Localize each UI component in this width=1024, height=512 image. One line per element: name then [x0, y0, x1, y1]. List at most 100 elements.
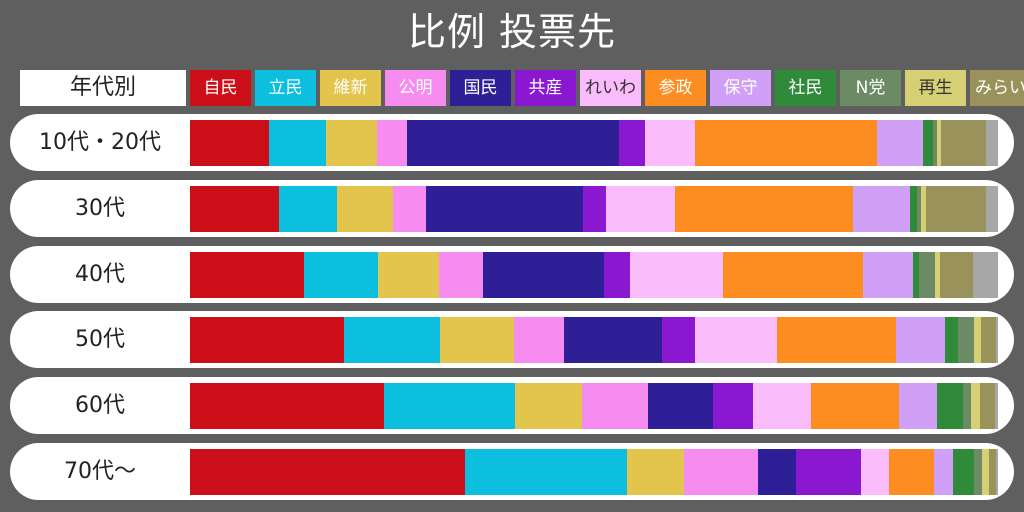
bar-segment: [925, 186, 987, 232]
bar-segment: [190, 317, 345, 363]
bar-segment: [695, 120, 878, 166]
bar-segment: [963, 383, 972, 429]
bar-segment: [303, 252, 379, 298]
bar-segment: [916, 186, 922, 232]
bar-segment: [675, 186, 854, 232]
bar-segment: [974, 317, 982, 363]
bar-segment: [995, 317, 999, 363]
bar-segment: [776, 317, 897, 363]
bar-segment: [645, 120, 696, 166]
bar-segment: [606, 186, 676, 232]
bar-segment: [932, 120, 938, 166]
bar-segment: [393, 186, 427, 232]
bar-segment: [909, 186, 918, 232]
bar-segment: [279, 186, 338, 232]
bar-segment: [989, 449, 997, 495]
bar-segment: [973, 449, 983, 495]
bar-segment: [940, 120, 987, 166]
bar-segment: [407, 120, 620, 166]
legend-item-11: 再生: [905, 70, 966, 106]
bar-segment: [583, 186, 607, 232]
row-label: 40代: [75, 262, 125, 287]
bar-segment: [861, 449, 890, 495]
bar-segment: [581, 383, 649, 429]
bar-segment: [933, 449, 954, 495]
legend-item-7: 参政: [645, 70, 706, 106]
bar-segment: [936, 120, 942, 166]
bar-segment: [626, 449, 685, 495]
bar-segment: [913, 252, 920, 298]
bar-segment: [980, 317, 997, 363]
bar-segment: [426, 186, 584, 232]
bar-segment: [648, 383, 714, 429]
bar-segment: [899, 383, 938, 429]
bar-segment: [919, 252, 936, 298]
row-card: 30代: [10, 180, 1014, 237]
bar-segment: [190, 120, 270, 166]
bar-segment: [980, 383, 996, 429]
bar-segment: [852, 186, 910, 232]
legend-item-2: 維新: [320, 70, 381, 106]
legend-item-5: 共産: [515, 70, 576, 106]
bar-segment: [190, 449, 466, 495]
bar-segment: [995, 449, 999, 495]
legend-item-4: 国民: [450, 70, 511, 106]
bar-segment: [985, 186, 999, 232]
row-card: 10代・20代: [10, 114, 1014, 171]
bar-segment: [190, 252, 305, 298]
legend-item-12: みらい: [970, 70, 1024, 106]
bar-segment: [935, 252, 941, 298]
legend-item-10: N党: [840, 70, 901, 106]
row-card: 50代: [10, 311, 1014, 368]
bar-segment: [190, 186, 280, 232]
bar-segment: [994, 383, 999, 429]
stacked-bar: [190, 383, 999, 429]
legend-item-6: れいわ: [580, 70, 641, 106]
legend-item-1: 立民: [255, 70, 316, 106]
row-label: 70代〜: [64, 459, 136, 484]
bar-segment: [662, 317, 696, 363]
bar-segment: [888, 449, 935, 495]
stacked-bar: [190, 449, 999, 495]
bar-segment: [336, 186, 394, 232]
bar-segment: [922, 120, 934, 166]
row-label: 10代・20代: [39, 130, 161, 155]
bar-segment: [971, 383, 981, 429]
bar-segment: [937, 383, 964, 429]
bar-segment: [684, 449, 759, 495]
bar-segment: [953, 449, 975, 495]
bar-segment: [482, 252, 605, 298]
bar-segment: [619, 120, 646, 166]
stacked-bar: [190, 120, 999, 166]
stacked-bar: [190, 186, 999, 232]
row-card: 40代: [10, 246, 1014, 303]
bar-segment: [515, 383, 583, 429]
bar-segment: [958, 317, 975, 363]
row-card: 60代: [10, 377, 1014, 434]
legend-item-9: 社民: [775, 70, 836, 106]
bar-segment: [344, 317, 441, 363]
row-label: 60代: [75, 393, 125, 418]
category-header: 年代別: [20, 70, 186, 106]
legend-item-3: 公明: [385, 70, 446, 106]
bar-segment: [810, 383, 900, 429]
bar-segment: [981, 449, 990, 495]
bar-segment: [972, 252, 999, 298]
bar-segment: [438, 252, 484, 298]
bar-segment: [377, 252, 440, 298]
bar-segment: [190, 383, 385, 429]
bar-segment: [383, 383, 516, 429]
row-label: 50代: [75, 327, 125, 352]
bar-segment: [796, 449, 862, 495]
bar-segment: [629, 252, 724, 298]
bar-segment: [920, 186, 927, 232]
bar-segment: [376, 120, 408, 166]
legend-item-8: 保守: [710, 70, 771, 106]
bar-segment: [513, 317, 565, 363]
bar-segment: [439, 317, 515, 363]
bar-segment: [563, 317, 663, 363]
bar-segment: [945, 317, 959, 363]
bar-segment: [603, 252, 631, 298]
bar-segment: [877, 120, 924, 166]
bar-segment: [895, 317, 946, 363]
